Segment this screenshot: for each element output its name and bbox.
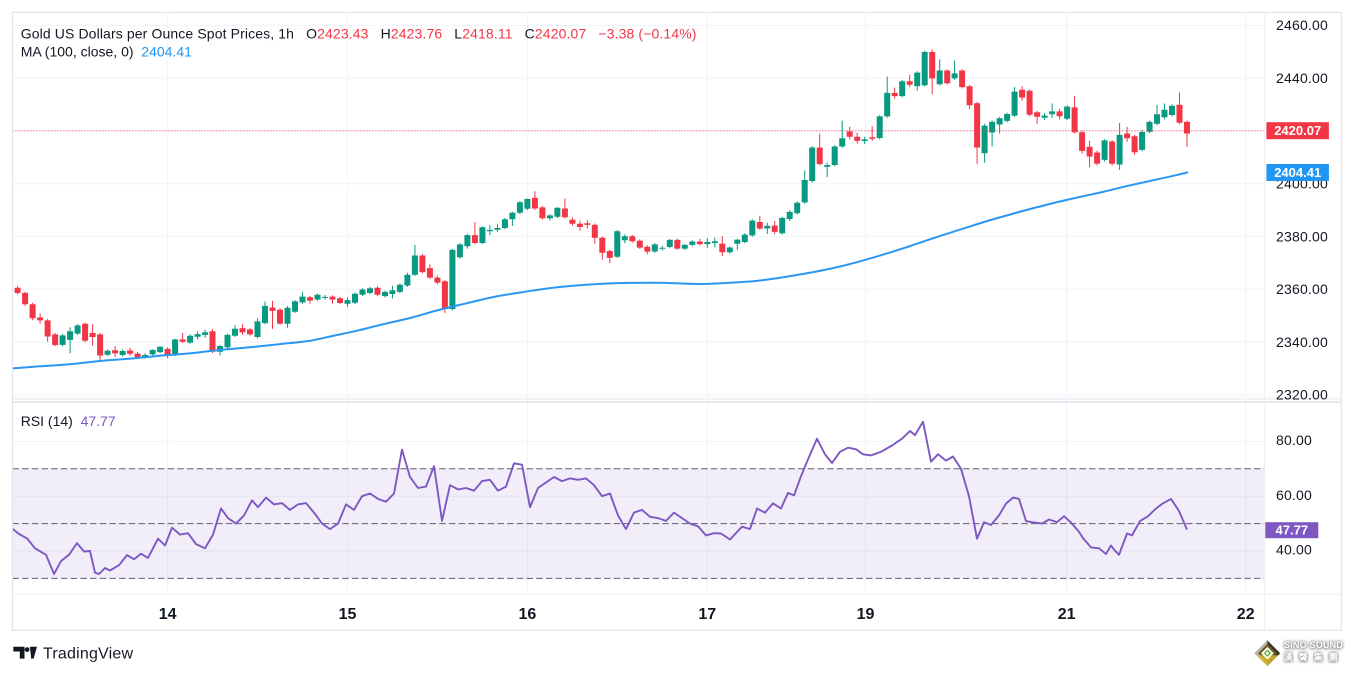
svg-text:14: 14 [159, 606, 177, 623]
svg-text:2420.07: 2420.07 [1274, 123, 1321, 138]
svg-text:2404.41: 2404.41 [1274, 165, 1321, 180]
svg-text:19: 19 [857, 606, 875, 623]
svg-text:2360.00: 2360.00 [1276, 281, 1328, 297]
svg-text:TradingView: TradingView [43, 645, 133, 662]
svg-text:17: 17 [698, 606, 716, 623]
svg-text:47.77: 47.77 [1276, 523, 1309, 538]
svg-text:21: 21 [1058, 606, 1076, 623]
svg-text:MA (100, close, 0) 2404.41: MA (100, close, 0) 2404.41 [21, 44, 192, 60]
svg-text:16: 16 [519, 606, 537, 623]
svg-text:2460.00: 2460.00 [1276, 17, 1328, 33]
svg-text:RSI (14) 47.77: RSI (14) 47.77 [21, 413, 116, 429]
svg-text:80.00: 80.00 [1276, 432, 1312, 448]
svg-text:2440.00: 2440.00 [1276, 70, 1328, 86]
svg-text:2320.00: 2320.00 [1276, 387, 1328, 403]
svg-text:Gold US Dollars per Ounce Spot: Gold US Dollars per Ounce Spot Prices, 1… [21, 25, 697, 41]
svg-text:2340.00: 2340.00 [1276, 334, 1328, 350]
svg-text:2380.00: 2380.00 [1276, 228, 1328, 244]
svg-text:22: 22 [1237, 606, 1255, 623]
svg-text:60.00: 60.00 [1276, 487, 1312, 503]
svg-text:40.00: 40.00 [1276, 542, 1312, 558]
svg-text:15: 15 [339, 606, 357, 623]
